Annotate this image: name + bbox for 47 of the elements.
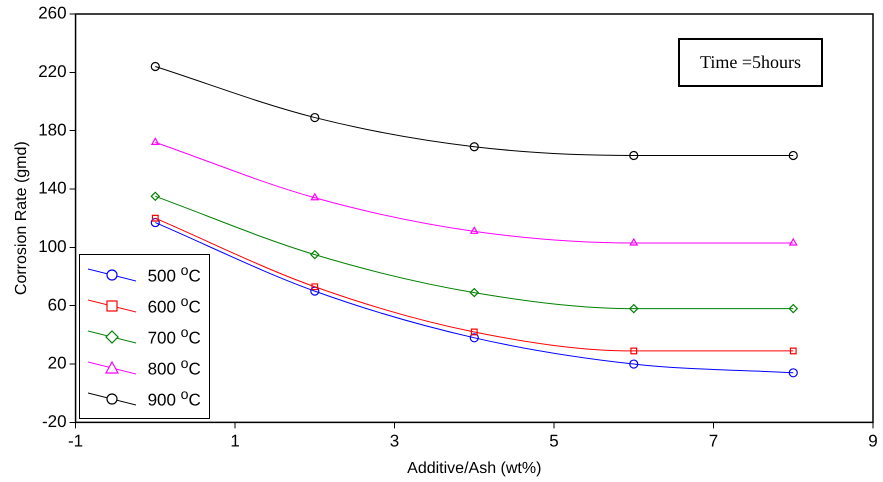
legend-label: 700 $^{o}$C	[148, 325, 201, 349]
y-tick-label: 100	[38, 237, 67, 256]
y-tick-label: 180	[38, 120, 67, 140]
point	[629, 304, 638, 314]
point	[789, 238, 798, 246]
legend-label: 500 $^{o}$C	[148, 263, 201, 287]
point	[788, 304, 798, 314]
point	[152, 214, 159, 222]
point	[311, 283, 318, 290]
y-tick-label: 60	[48, 295, 67, 314]
point	[629, 150, 638, 160]
y-tick-label: 220	[38, 62, 67, 82]
x-tick-label: 3	[390, 431, 400, 450]
annotation: Time =5hours	[678, 38, 823, 87]
y-axis-title: Corrosion Rate (gmd)	[13, 141, 30, 296]
point	[470, 226, 478, 234]
point	[470, 288, 479, 298]
point	[630, 348, 638, 354]
point	[310, 250, 320, 260]
point	[629, 359, 638, 369]
point	[788, 368, 798, 378]
x-tick-label: 1	[230, 431, 240, 450]
x-tick-label: 9	[868, 431, 878, 450]
x-tick-label: -1	[68, 431, 84, 450]
x-axis-title: Additive/Ash (wt%)	[407, 460, 542, 477]
x-tick-label: 7	[708, 431, 718, 450]
legend-label: 800 $^{o}$C	[148, 356, 201, 380]
point	[151, 138, 160, 145]
point	[470, 142, 479, 152]
y-tick-label: 140	[38, 178, 67, 198]
y-tick-label: 260	[38, 4, 67, 23]
y-tick-label: -20	[42, 412, 67, 432]
point	[788, 150, 798, 160]
point	[790, 348, 797, 354]
x-tick-label: 5	[549, 431, 559, 450]
legend-label: 600 $^{o}$C	[148, 294, 201, 318]
point	[470, 328, 478, 336]
point	[310, 286, 320, 296]
point	[470, 333, 479, 342]
y-tick-label: 20	[48, 354, 67, 373]
point	[630, 238, 638, 246]
point	[150, 218, 160, 228]
point	[150, 62, 160, 72]
point	[150, 192, 160, 201]
point	[310, 112, 320, 122]
legend-label: 900 $^{o}$C	[148, 387, 201, 411]
point	[310, 193, 319, 200]
